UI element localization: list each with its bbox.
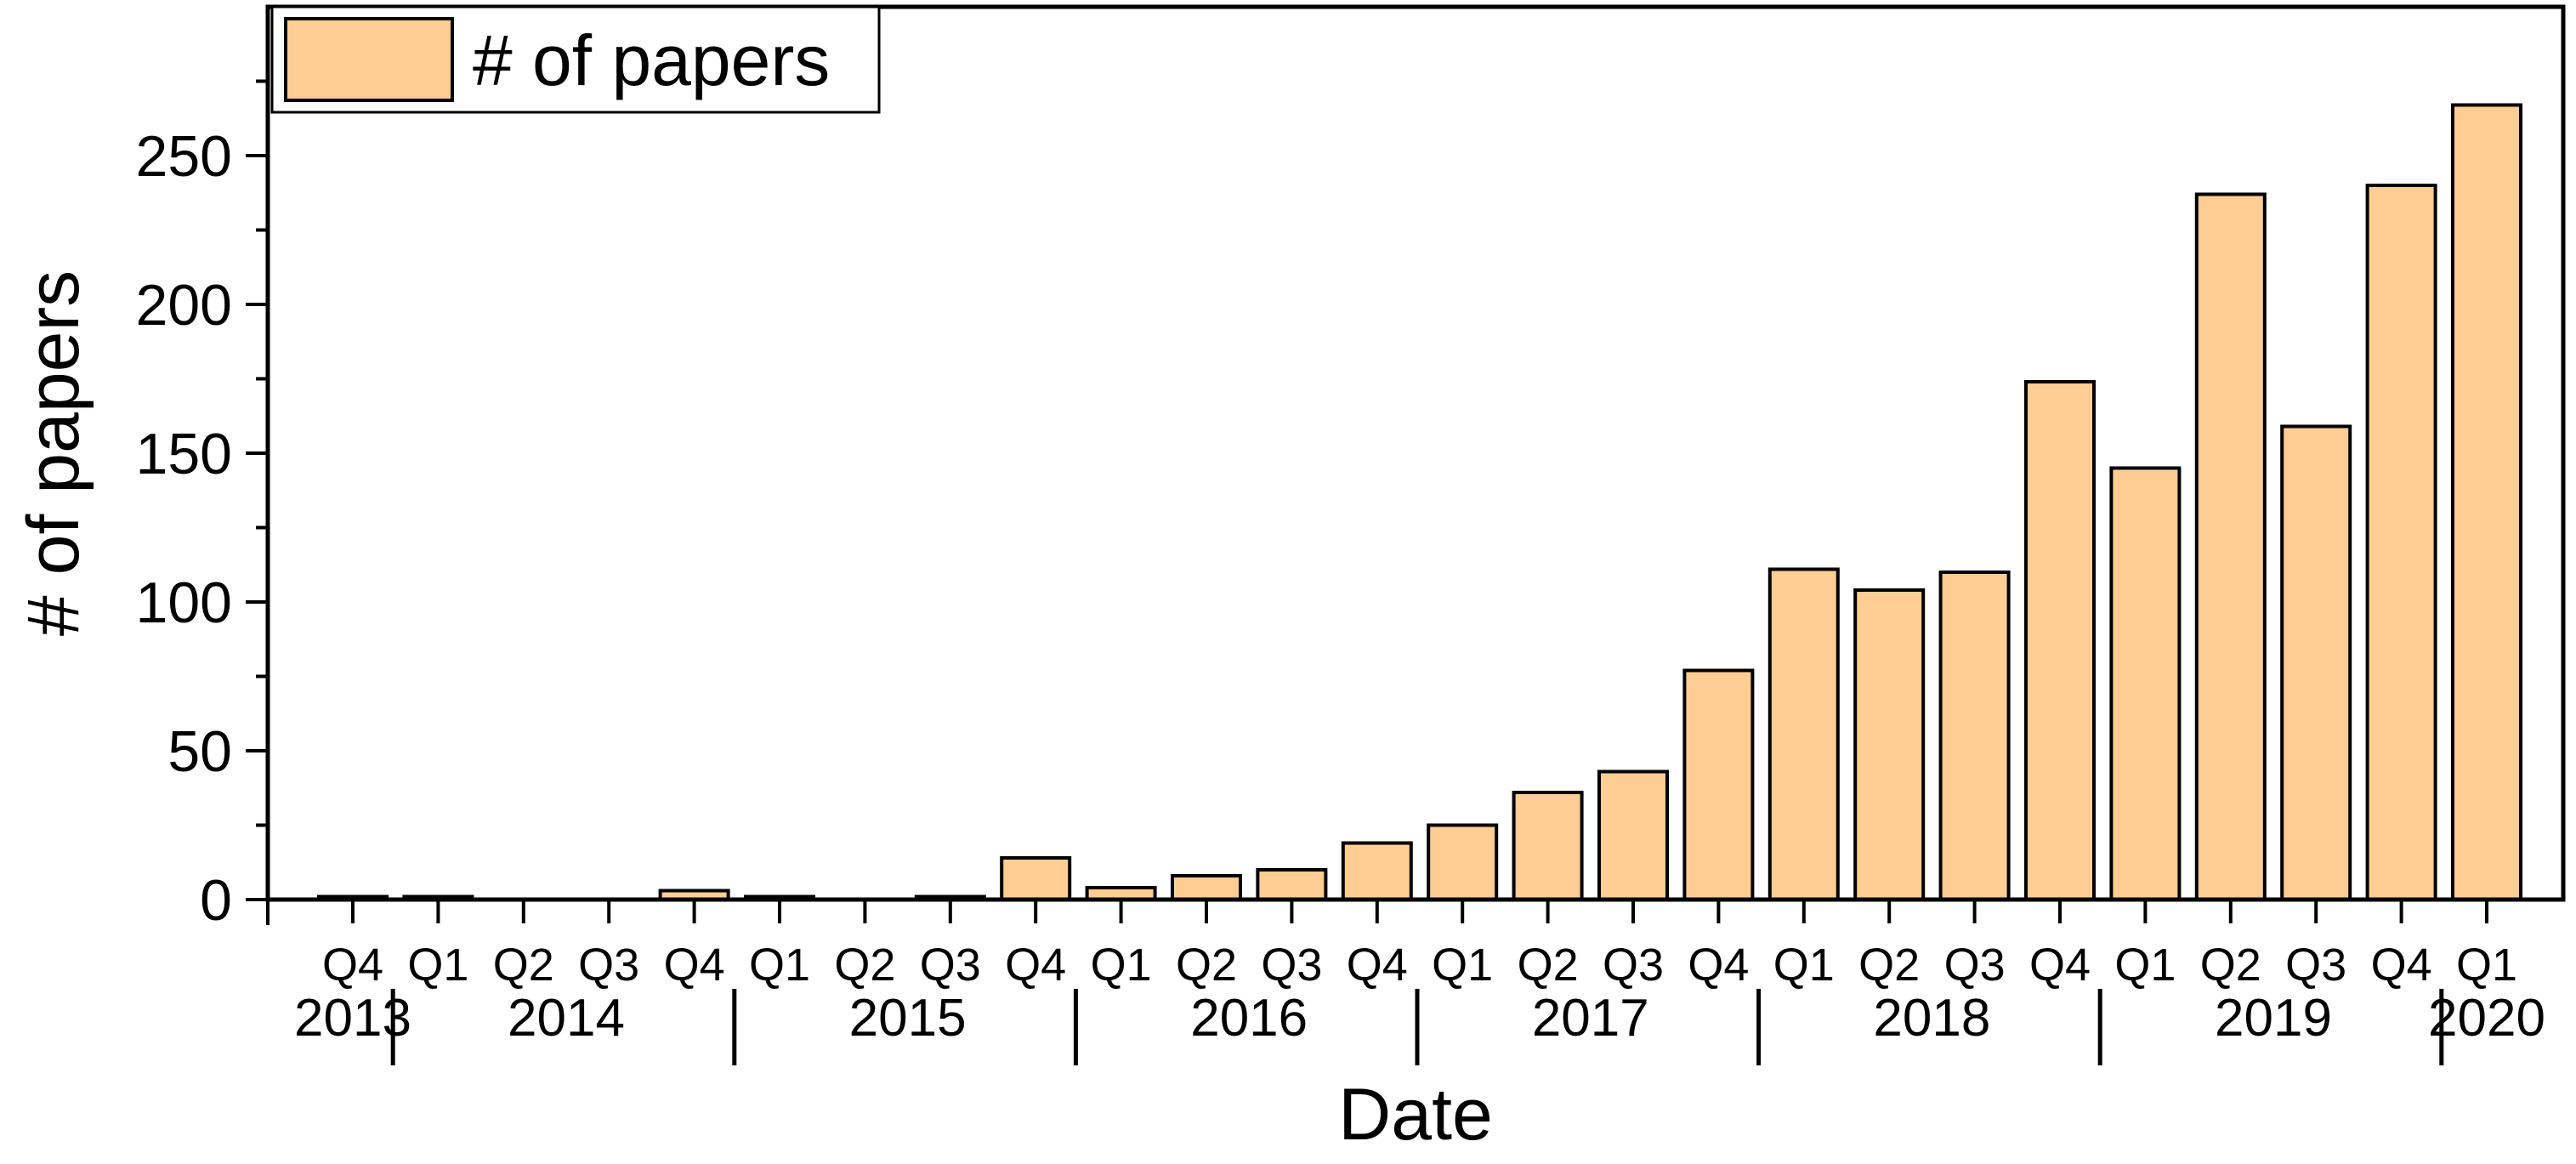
bars-layer — [317, 103, 2522, 901]
bar-21 — [2109, 466, 2182, 901]
bar-25 — [2451, 103, 2522, 901]
x-quarter-label: Q1 — [2114, 940, 2176, 991]
bar-22 — [2194, 192, 2267, 901]
x-quarter-label: Q4 — [1688, 940, 1749, 991]
legend: # of papers — [270, 5, 881, 114]
x-quarter-label: Q4 — [2371, 940, 2432, 991]
x-year-label: 2016 — [1190, 989, 1308, 1048]
y-tick-label: 50 — [167, 719, 232, 784]
x-year-label: 2017 — [1532, 989, 1649, 1048]
x-year-label: 2015 — [849, 989, 967, 1048]
x-quarter-label: Q1 — [1091, 940, 1152, 991]
x-year-label: 2018 — [1873, 989, 1990, 1048]
bar-12 — [1341, 841, 1413, 901]
bar-24 — [2365, 184, 2437, 901]
y-tick-label: 0 — [200, 868, 232, 933]
x-axis: Q4 Q1 Q2 Q3 Q4 Q1 Q2 Q3 Q4 Q1 Q2 Q3 Q4 Q1 Q2 Q3 Q4 Q1 Q2 Q3… — [266, 900, 2545, 1065]
y-tick-label: 150 — [136, 422, 232, 486]
bar-8 — [1000, 856, 1072, 901]
x-quarter-label: Q1 — [2456, 940, 2517, 991]
x-year-label: 2019 — [2215, 989, 2332, 1048]
legend-swatch — [284, 17, 454, 102]
x-quarter-label: Q4 — [664, 940, 725, 991]
x-quarter-label: Q4 — [1005, 940, 1066, 991]
y-tick-label: 250 — [136, 124, 232, 189]
y-axis: 0 50 100 150 200 250 — [136, 79, 268, 933]
x-axis-title: Date — [1338, 1074, 1493, 1155]
bar-10 — [1171, 874, 1242, 901]
bar-14 — [1512, 791, 1584, 901]
x-quarter-label: Q2 — [834, 940, 895, 991]
bar-16 — [1682, 668, 1755, 901]
bar-13 — [1427, 823, 1499, 901]
x-quarter-label: Q4 — [1347, 940, 1408, 991]
x-quarter-label: Q3 — [2285, 940, 2346, 991]
x-quarter-label: Q2 — [1176, 940, 1237, 991]
x-quarter-label: Q1 — [1773, 940, 1835, 991]
x-year-label: 2014 — [508, 989, 625, 1048]
x-quarter-label: Q2 — [493, 940, 554, 991]
y-axis-title: # of papers — [13, 270, 94, 636]
x-quarter-label: Q3 — [1261, 940, 1322, 991]
x-quarter-label: Q2 — [1518, 940, 1579, 991]
y-tick-label: 100 — [136, 571, 232, 635]
x-quarter-label: Q4 — [2029, 940, 2091, 991]
bar-20 — [2024, 380, 2096, 901]
legend-label: # of papers — [473, 20, 830, 100]
bar-23 — [2280, 424, 2352, 901]
y-tick-label: 200 — [136, 273, 232, 338]
bar-11 — [1256, 868, 1328, 901]
x-quarter-label: Q2 — [1858, 940, 1920, 991]
x-quarter-label: Q3 — [920, 940, 981, 991]
x-quarter-label: Q1 — [1432, 940, 1493, 991]
bar-19 — [1938, 571, 2011, 901]
x-quarter-label: Q3 — [1944, 940, 2006, 991]
bar-18 — [1853, 588, 1926, 901]
x-quarter-label: Q1 — [749, 940, 810, 991]
x-quarter-label: Q4 — [322, 940, 383, 991]
x-year-label: 2020 — [2428, 989, 2545, 1048]
x-quarter-label: Q3 — [578, 940, 639, 991]
x-quarter-label: Q1 — [407, 940, 468, 991]
x-quarter-label: Q2 — [2200, 940, 2261, 991]
x-quarter-label: Q3 — [1603, 940, 1664, 991]
bar-15 — [1597, 769, 1669, 901]
bar-17 — [1767, 567, 1840, 901]
